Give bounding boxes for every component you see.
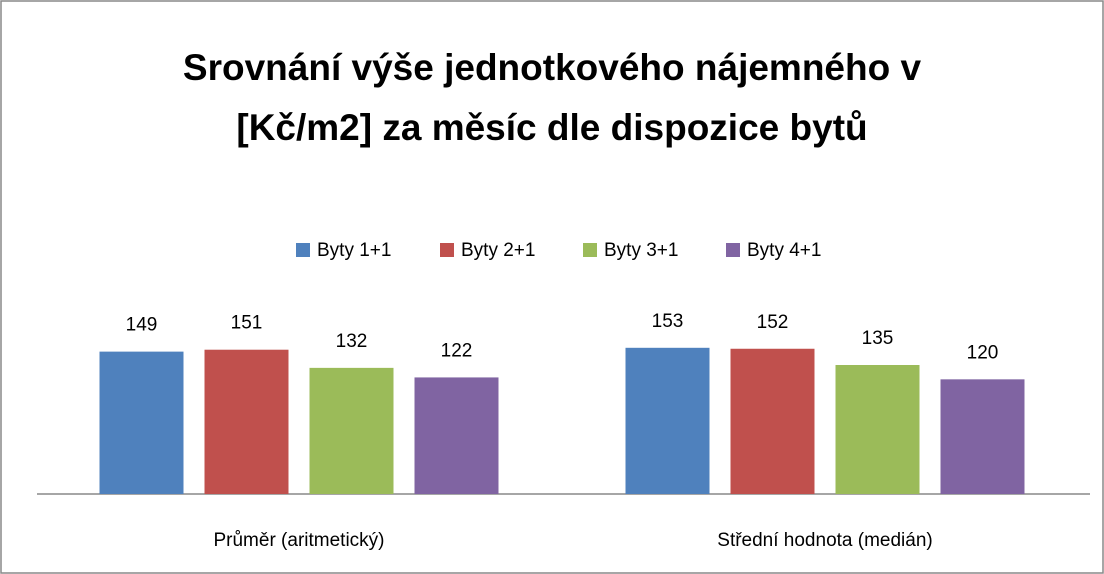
legend-label: Byty 4+1: [747, 240, 821, 261]
legend-label: Byty 1+1: [317, 240, 391, 261]
legend-swatch: [726, 243, 740, 257]
bar: [309, 367, 394, 494]
chart-title: Srovnání výše jednotkového nájemného v […: [182, 47, 922, 148]
data-label: 153: [652, 311, 684, 332]
x-tick-label: Průměr (aritmetický): [213, 530, 384, 551]
legend-label: Byty 2+1: [461, 240, 535, 261]
bar: [625, 347, 710, 494]
bar: [414, 377, 499, 494]
bar: [940, 379, 1025, 494]
data-label: 135: [862, 328, 894, 349]
legend-swatch: [583, 243, 597, 257]
bar: [835, 365, 920, 494]
bar: [730, 348, 815, 494]
legend-swatch: [296, 243, 310, 257]
legend-swatch: [440, 243, 454, 257]
data-label: 132: [336, 331, 368, 352]
legend-label: Byty 3+1: [604, 240, 678, 261]
data-label: 152: [757, 312, 789, 333]
data-label: 151: [231, 313, 263, 334]
bar: [99, 351, 184, 494]
data-label: 122: [441, 340, 473, 361]
x-tick-label: Střední hodnota (medián): [717, 530, 932, 551]
data-label: 149: [126, 315, 158, 336]
bar: [204, 349, 289, 494]
data-label: 120: [967, 342, 999, 363]
